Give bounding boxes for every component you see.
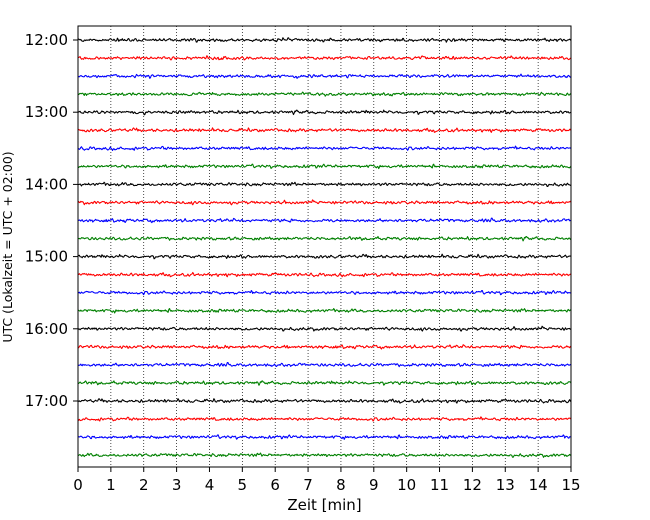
x-axis-label: Zeit [min] <box>287 496 361 514</box>
traces <box>77 37 572 458</box>
trace-line <box>77 325 572 332</box>
trace-line <box>77 37 572 43</box>
x-tick-label: 5 <box>238 476 248 494</box>
trace-line <box>77 253 572 260</box>
x-tick-label: 14 <box>529 476 548 494</box>
x-tick-label: 13 <box>496 476 515 494</box>
trace-line <box>77 55 572 61</box>
trace-line <box>77 361 572 368</box>
x-tick-label: 3 <box>172 476 182 494</box>
trace-line <box>77 217 572 224</box>
x-tick-label: 9 <box>369 476 379 494</box>
trace-line <box>77 416 572 422</box>
plot-area <box>78 26 571 467</box>
trace-line <box>77 308 572 314</box>
x-tick-label: 0 <box>73 476 83 494</box>
x-tick-label: 11 <box>430 476 449 494</box>
x-tick-label: 10 <box>397 476 416 494</box>
y-tick-label: 15:00 <box>25 248 68 266</box>
trace-line <box>77 434 572 440</box>
x-tick-label: 2 <box>139 476 149 494</box>
trace-line <box>77 91 572 97</box>
trace-line <box>77 163 572 170</box>
trace-line <box>77 181 572 188</box>
trace-line <box>77 344 572 350</box>
x-tick-label: 8 <box>336 476 346 494</box>
trace-line <box>77 73 572 79</box>
trace-line <box>77 235 572 242</box>
trace-line <box>77 380 572 386</box>
trace-line <box>77 145 572 152</box>
x-tick-label: 7 <box>303 476 313 494</box>
trace-line <box>77 289 572 296</box>
y-axis: 12:00 13:00 14:00 15:00 16:00 17:00 <box>25 31 78 410</box>
trace-line <box>77 452 572 458</box>
y-tick-label: 14:00 <box>25 175 68 193</box>
x-axis: 0 1 2 3 4 5 6 7 8 9 10 11 12 13 14 15 <box>73 467 581 494</box>
trace-line <box>77 271 572 278</box>
trace-line <box>77 398 572 404</box>
x-tick-label: 15 <box>561 476 580 494</box>
trace-line <box>77 109 572 116</box>
x-tick-label: 6 <box>270 476 280 494</box>
trace-line <box>77 199 572 206</box>
trace-line <box>77 127 572 133</box>
y-tick-label: 13:00 <box>25 103 68 121</box>
plot-frame <box>77 25 572 468</box>
x-tick-label: 1 <box>106 476 116 494</box>
y-tick-label: 12:00 <box>25 31 68 49</box>
x-tick-label: 12 <box>463 476 482 494</box>
x-tick-label: 4 <box>205 476 215 494</box>
y-axis-label: UTC (Lokalzeit = UTC + 02:00) <box>0 151 15 342</box>
y-tick-label: 16:00 <box>25 320 68 338</box>
y-tick-label: 17:00 <box>25 392 68 410</box>
